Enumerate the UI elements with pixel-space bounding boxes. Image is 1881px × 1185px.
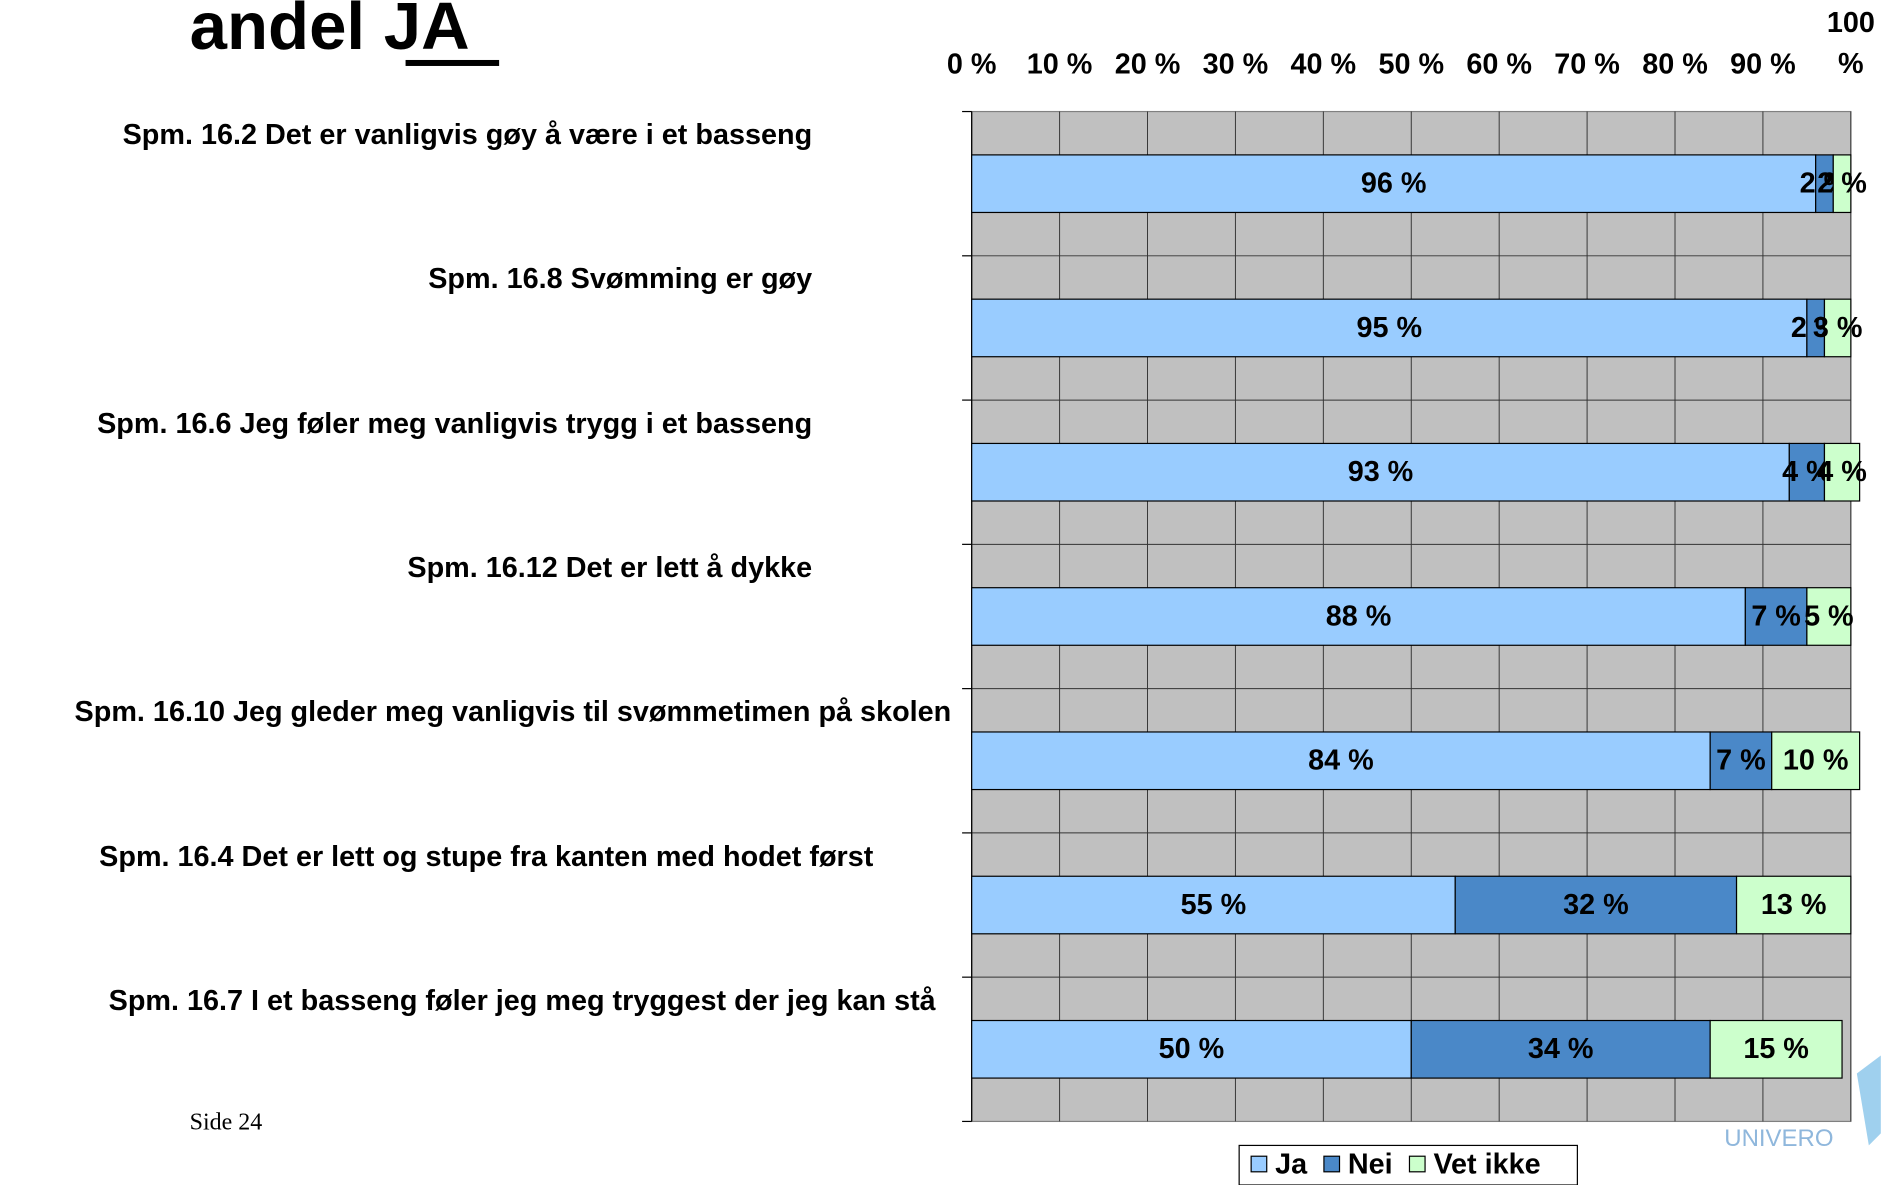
x-tick-label: 80 % (1642, 49, 1708, 81)
legend-swatch (1408, 1155, 1426, 1173)
y-tick-label: Spm. 16.12 Det er lett å dykke (407, 551, 813, 585)
category-label-box: Spm. 16.12 Det er lett å dykke (407, 551, 813, 585)
value-label: 5 % (1804, 600, 1854, 632)
bar-segment (1823, 442, 1861, 502)
value-label: 50 % (1159, 1033, 1225, 1065)
category-label-box: Spm. 16.7 I et basseng føler jeg meg try… (108, 984, 936, 1017)
x-tick-label: 30 % (1203, 49, 1269, 81)
logo: UNIVERO (1724, 1125, 1833, 1152)
x-tick-label: 50 % (1378, 49, 1444, 81)
x-tick-label: 0 % (947, 49, 997, 81)
bar-segment (971, 154, 1817, 214)
bar-segment (971, 875, 1456, 935)
value-label: 84 % (1308, 745, 1374, 777)
bar-segment (1744, 587, 1808, 646)
bar-segment (1771, 731, 1861, 791)
category-label-box: Spm. 16.8 Svømming er gøy (428, 263, 813, 296)
logo-mark (1856, 1055, 1881, 1146)
bar-segment (1709, 731, 1773, 791)
legend-label: Vet ikke (1433, 1148, 1540, 1180)
value-label: 55 % (1181, 889, 1247, 921)
bar-segment (1823, 298, 1852, 358)
bar-segment (1709, 1019, 1843, 1079)
value-label: 32 % (1563, 889, 1629, 921)
value-label: 34 % (1528, 1033, 1594, 1065)
bar-segment (971, 1019, 1412, 1079)
footer: Side 24 (190, 1109, 263, 1135)
x-tick-label: 100% (1827, 7, 1875, 80)
y-tick-label: Spm. 16.8 Svømming er gøy (428, 263, 813, 296)
legend-swatch (1323, 1155, 1341, 1173)
y-tick-label: Spm. 16.10 Jeg gleder meg vanligvis til … (74, 695, 952, 729)
title-underline (405, 59, 500, 66)
y-tick-label: Spm. 16.2 Det er vanligvis gøy å være i … (122, 118, 813, 152)
value-label: 88 % (1326, 600, 1392, 632)
bar-segment (971, 442, 1790, 502)
x-tick-label: 20 % (1115, 49, 1181, 81)
value-label: 4 % (1817, 456, 1867, 488)
bar-segment (971, 587, 1746, 646)
value-label: 7 % (1716, 745, 1766, 777)
legend-label: Ja (1275, 1148, 1308, 1180)
bar-segment (971, 731, 1711, 791)
value-label: 4 % (1782, 456, 1832, 488)
bar-segment (1788, 442, 1826, 502)
y-tick-label: Spm. 16.6 Jeg føler meg vanligvis trygg … (97, 407, 813, 440)
value-label: 10 % (1783, 745, 1849, 777)
x-tick-label: 40 % (1291, 49, 1357, 81)
x-tick-label: 60 % (1466, 49, 1532, 81)
x-tick-label: 90 % (1730, 49, 1796, 81)
legend-box (1238, 1144, 1578, 1185)
value-label: 3 % (1813, 312, 1863, 344)
legend-label: Nei (1348, 1148, 1393, 1180)
category-label-box: Spm. 16.4 Det er lett og stupe fra kante… (99, 840, 874, 873)
value-label: 13 % (1761, 889, 1827, 921)
value-label: 95 % (1356, 312, 1422, 344)
x-tick-label: 70 % (1554, 49, 1620, 81)
category-label-box: Spm. 16.6 Jeg føler meg vanligvis trygg … (97, 407, 813, 440)
y-tick-label: Spm. 16.7 I et basseng føler jeg meg try… (108, 984, 936, 1017)
category-label-box: Spm. 16.2 Det er vanligvis gøy å være i … (122, 118, 813, 152)
bar-segment (1806, 587, 1852, 646)
value-label: 2 % (1817, 167, 1867, 199)
value-label: 96 % (1361, 167, 1427, 199)
bar-segment (1735, 875, 1852, 935)
bar-segment (1410, 1019, 1711, 1079)
value-label: 93 % (1348, 456, 1414, 488)
y-tick-label: Spm. 16.4 Det er lett og stupe fra kante… (99, 840, 874, 873)
category-label-box: Spm. 16.10 Jeg gleder meg vanligvis til … (74, 695, 952, 729)
legend-swatch (1250, 1155, 1268, 1173)
value-label: 7 % (1751, 600, 1801, 632)
bar-segment (1454, 875, 1738, 935)
chart-title: andel JA (190, 0, 470, 64)
value-label: 15 % (1743, 1033, 1809, 1065)
x-tick-label: 10 % (1027, 49, 1093, 81)
bar-segment (971, 298, 1808, 358)
bar-segment (1832, 154, 1852, 214)
